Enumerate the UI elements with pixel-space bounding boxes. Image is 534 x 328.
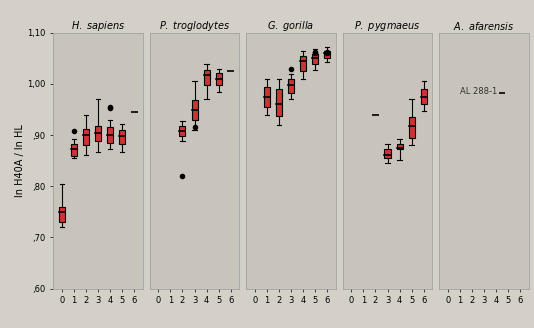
Bar bbox=[95, 126, 101, 141]
Bar bbox=[119, 130, 125, 144]
Title: $\bf{\it{H.}}$ $\bf{\it{sapiens}}$: $\bf{\it{H.}}$ $\bf{\it{sapiens}}$ bbox=[71, 19, 125, 33]
Bar bbox=[324, 51, 330, 58]
Bar bbox=[264, 87, 270, 107]
Bar bbox=[83, 129, 89, 145]
Title: $\bf{\it{P.}}$ $\bf{\it{troglodytes}}$: $\bf{\it{P.}}$ $\bf{\it{troglodytes}}$ bbox=[159, 19, 230, 33]
Bar bbox=[59, 207, 65, 222]
Bar bbox=[409, 117, 415, 138]
Bar bbox=[300, 56, 306, 71]
Text: AL 288-1: AL 288-1 bbox=[460, 87, 497, 96]
Bar bbox=[203, 70, 210, 85]
Bar bbox=[71, 144, 77, 155]
Bar bbox=[384, 150, 390, 158]
Bar bbox=[216, 73, 222, 85]
Bar bbox=[276, 89, 282, 116]
Title: $\bf{\it{G.}}$ $\bf{\it{gorilla}}$: $\bf{\it{G.}}$ $\bf{\it{gorilla}}$ bbox=[268, 19, 315, 33]
Title: $\bf{\it{P.}}$ $\bf{\it{pygmaeus}}$: $\bf{\it{P.}}$ $\bf{\it{pygmaeus}}$ bbox=[354, 19, 421, 33]
Bar bbox=[421, 89, 427, 104]
Bar bbox=[179, 126, 185, 136]
Title: $\bf{\it{A.}}$ $\bf{\it{afarensis}}$: $\bf{\it{A.}}$ $\bf{\it{afarensis}}$ bbox=[453, 20, 515, 32]
Bar bbox=[288, 79, 294, 93]
Bar bbox=[312, 54, 318, 64]
Y-axis label: ln H40A / ln HL: ln H40A / ln HL bbox=[14, 124, 25, 197]
Bar bbox=[107, 128, 113, 143]
Bar bbox=[397, 144, 403, 150]
Bar bbox=[192, 100, 198, 120]
